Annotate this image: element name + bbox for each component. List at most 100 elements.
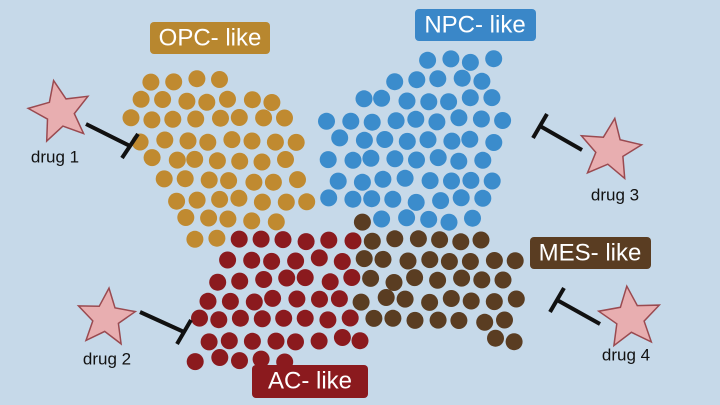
cell-dot: [474, 151, 492, 169]
cell-dot: [329, 172, 347, 190]
cell-dot: [219, 90, 236, 108]
cell-dot: [200, 209, 218, 227]
cell-dot: [485, 293, 503, 311]
cell-dot: [343, 269, 361, 286]
cell-dot: [211, 349, 229, 366]
cell-dot: [219, 210, 237, 228]
cell-dot: [318, 112, 335, 130]
cell-dot: [450, 312, 468, 329]
cell-dot: [287, 333, 304, 351]
cell-dot: [187, 110, 205, 128]
cell-dot: [264, 173, 282, 191]
cell-dot: [386, 73, 404, 91]
cell-dot: [396, 169, 414, 187]
cell-dot: [386, 150, 404, 168]
cell-dot: [420, 210, 438, 228]
cell-dot: [464, 209, 481, 227]
cell-dot: [365, 309, 383, 327]
cell-dot: [485, 252, 503, 269]
cell-dot: [428, 113, 446, 131]
cell-dot: [320, 231, 338, 249]
cell-dot: [230, 189, 248, 207]
cell-dot: [507, 290, 525, 308]
cell-dot: [473, 72, 491, 90]
cell-dot: [373, 210, 391, 228]
cell-dot: [351, 332, 369, 350]
drug-star: [596, 284, 662, 348]
cell-dot: [387, 112, 405, 130]
cell-dot: [277, 151, 294, 168]
cell-dot: [191, 309, 208, 327]
cell-dot: [296, 269, 314, 287]
cell-dot: [384, 309, 402, 327]
cell-dot: [274, 231, 292, 249]
cell-dot: [483, 172, 501, 190]
cell-dot: [255, 271, 273, 288]
ac-label: AC- like: [268, 367, 352, 394]
cell-dot: [476, 313, 494, 331]
cell-dot: [221, 292, 239, 310]
cell-dot: [362, 149, 380, 167]
cell-dot: [209, 273, 227, 291]
cell-dot: [384, 190, 402, 208]
cell-dot: [220, 172, 238, 190]
cell-dot: [443, 172, 460, 190]
opc-label-box: [150, 22, 270, 54]
cell-dot: [200, 333, 218, 351]
cell-dot: [177, 209, 195, 226]
cell-dot: [407, 193, 425, 211]
cell-dot: [186, 353, 204, 371]
cell-dot: [450, 152, 468, 170]
cell-dot: [353, 213, 371, 231]
cell-dot: [288, 290, 306, 308]
cell-dot: [453, 69, 471, 87]
cell-dot: [429, 70, 447, 88]
cell-dot: [355, 131, 373, 149]
cell-dot: [198, 93, 216, 111]
cell-dot: [396, 290, 414, 308]
inhibition-line: [539, 124, 583, 152]
inhibition-arrows: [85, 112, 601, 346]
cell-dot: [408, 71, 426, 89]
cell-dot: [231, 152, 249, 170]
cell-dot: [440, 213, 458, 231]
cell-dot: [406, 269, 424, 287]
cell-dot: [278, 269, 296, 287]
cell-dot: [373, 89, 391, 107]
cell-dot: [494, 112, 512, 129]
cell-dot: [252, 230, 270, 248]
cell-dot: [179, 132, 197, 150]
cell-dot: [442, 50, 460, 68]
cell-dot: [496, 311, 513, 329]
cell-dot: [310, 332, 328, 350]
cell-dot: [297, 233, 315, 251]
cell-dot: [398, 132, 416, 150]
cell-dot: [330, 290, 348, 308]
cell-dot: [452, 233, 470, 251]
cell-dot: [199, 292, 217, 310]
cell-dot: [398, 92, 416, 110]
cell-dot: [212, 109, 229, 127]
cell-dot: [199, 133, 217, 151]
drug-star: [76, 286, 138, 346]
cell-dot: [245, 173, 263, 191]
cell-dot: [252, 350, 270, 368]
inhibition-line: [556, 298, 601, 326]
cell-dot: [494, 271, 512, 289]
cell-dot: [429, 311, 447, 329]
cell-dot: [219, 251, 237, 269]
cell-dot: [363, 232, 381, 250]
cell-dot: [186, 230, 204, 248]
cell-dot: [429, 149, 447, 167]
cell-dot: [420, 93, 438, 111]
cell-dot: [363, 190, 381, 208]
cell-dot: [186, 150, 204, 168]
cell-dot: [385, 274, 403, 291]
cell-dot: [211, 71, 228, 88]
cell-dot: [399, 252, 417, 270]
cell-dot: [440, 253, 458, 270]
cell-dot: [355, 250, 373, 268]
cell-dot: [253, 153, 271, 171]
cell-dot: [352, 293, 370, 311]
cell-dot: [452, 189, 470, 207]
